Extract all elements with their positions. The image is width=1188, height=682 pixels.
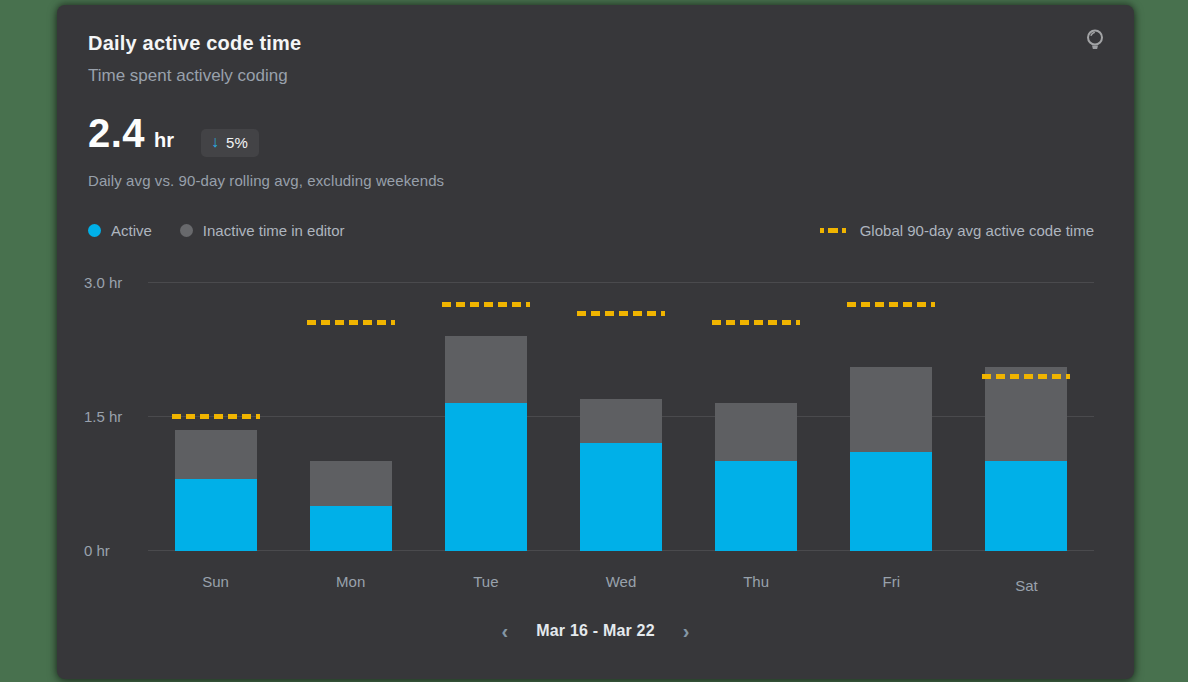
- inactive-bar-segment[interactable]: [985, 367, 1067, 551]
- global-avg-dash: [712, 320, 800, 325]
- x-axis-label: Fri: [824, 573, 959, 590]
- inactive-bar-segment[interactable]: [310, 461, 392, 551]
- x-axis-label: Thu: [689, 573, 824, 590]
- metric-value: 2.4: [88, 111, 145, 156]
- x-axis-label: Wed: [553, 573, 688, 590]
- x-axis-label: Sat: [959, 577, 1094, 594]
- bar-group-mon: Mon: [283, 282, 418, 551]
- chevron-left-icon[interactable]: ‹: [502, 621, 509, 641]
- inactive-bar-segment[interactable]: [850, 367, 932, 551]
- page-background: { "page": { "background_color": "#48714e…: [0, 0, 1188, 682]
- card-subtitle: Time spent actively coding: [88, 66, 1104, 86]
- y-tick-label: 1.5 hr: [84, 408, 122, 425]
- inactive-bar-segment[interactable]: [580, 399, 662, 551]
- card-header: Daily active code time Time spent active…: [57, 5, 1134, 189]
- metric-row: 2.4 hr ↓ 5%: [88, 111, 1104, 157]
- delta-badge: ↓ 5%: [201, 129, 259, 157]
- week-pagination: ‹ Mar 16 - Mar 22 ›: [57, 621, 1134, 641]
- inactive-bar-segment[interactable]: [445, 336, 527, 551]
- global-avg-dash: [442, 302, 530, 307]
- inactive-bar-segment[interactable]: [175, 430, 257, 551]
- global-avg-dash: [982, 374, 1070, 379]
- insight-lightbulb-icon[interactable]: [1082, 27, 1108, 55]
- global-avg-dash: [577, 311, 665, 316]
- global-avg-dash: [307, 320, 395, 325]
- legend-series-group: Active Inactive time in editor: [88, 222, 345, 239]
- dashed-line-icon: [820, 228, 846, 233]
- bar-group-fri: Fri: [824, 282, 959, 551]
- legend-item-global-avg: Global 90-day avg active code time: [820, 222, 1094, 239]
- legend-label: Global 90-day avg active code time: [860, 222, 1094, 239]
- daily-active-code-time-card: Daily active code time Time spent active…: [57, 5, 1134, 679]
- chart-legend: Active Inactive time in editor Global 90…: [57, 222, 1134, 239]
- active-bar-segment[interactable]: [445, 403, 527, 551]
- bar-group-wed: Wed: [553, 282, 688, 551]
- metric-unit: hr: [154, 129, 174, 152]
- inactive-dot-icon: [180, 224, 193, 237]
- legend-item-inactive: Inactive time in editor: [180, 222, 345, 239]
- active-bar-segment[interactable]: [580, 443, 662, 551]
- bar-group-tue: Tue: [418, 282, 553, 551]
- y-tick-label: 3.0 hr: [84, 274, 122, 291]
- bar-group-sat: Sat: [959, 282, 1094, 551]
- global-avg-dash: [172, 414, 260, 419]
- active-bar-segment[interactable]: [175, 479, 257, 551]
- x-axis-label: Sun: [148, 573, 283, 590]
- legend-item-active: Active: [88, 222, 152, 239]
- plot-area: 3.0 hr1.5 hr0 hr SunMonTueWedThuFriSat: [148, 282, 1094, 551]
- date-range-label: Mar 16 - Mar 22: [536, 622, 655, 640]
- x-axis-label: Tue: [418, 573, 553, 590]
- active-bar-segment[interactable]: [715, 461, 797, 551]
- active-dot-icon: [88, 224, 101, 237]
- metric-caption: Daily avg vs. 90-day rolling avg, exclud…: [88, 172, 1104, 189]
- active-bar-segment[interactable]: [310, 506, 392, 551]
- page-title: Daily active code time: [88, 32, 1104, 55]
- legend-label: Inactive time in editor: [203, 222, 345, 239]
- arrow-down-icon: ↓: [211, 134, 219, 150]
- active-bar-segment[interactable]: [850, 452, 932, 551]
- y-tick-label: 0 hr: [84, 542, 110, 559]
- bar-columns: SunMonTueWedThuFriSat: [148, 282, 1094, 551]
- x-axis-label: Mon: [283, 573, 418, 590]
- inactive-bar-segment[interactable]: [715, 403, 797, 551]
- bar-group-thu: Thu: [689, 282, 824, 551]
- active-bar-segment[interactable]: [985, 461, 1067, 551]
- chevron-right-icon[interactable]: ›: [683, 621, 690, 641]
- legend-label: Active: [111, 222, 152, 239]
- bar-group-sun: Sun: [148, 282, 283, 551]
- delta-value: 5%: [226, 134, 248, 151]
- global-avg-dash: [847, 302, 935, 307]
